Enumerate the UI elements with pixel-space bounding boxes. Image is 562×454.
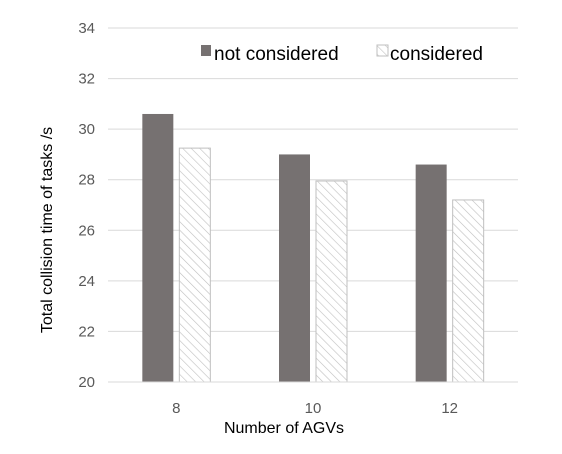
gridlines — [108, 27, 518, 332]
bar-considered-8 — [178, 147, 211, 383]
y-tick-label: 26 — [78, 222, 95, 239]
bars — [142, 113, 485, 383]
bar-not-considered-10 — [279, 154, 310, 382]
x-tick-label: 12 — [441, 400, 458, 417]
legend-swatch-considered — [376, 44, 389, 57]
legend-label-not-considered: not considered — [214, 44, 339, 65]
y-tick-label: 22 — [78, 323, 95, 340]
y-tick-label: 34 — [78, 20, 95, 37]
y-tick-label: 24 — [78, 273, 95, 290]
legend-label-considered: considered — [390, 44, 483, 65]
y-tick-label: 32 — [78, 71, 95, 88]
x-axis-ticks: 8 10 12 — [172, 400, 458, 417]
x-tick-label: 10 — [305, 400, 322, 417]
legend: not considered considered — [201, 44, 483, 65]
y-axis-ticks: 20 22 24 26 28 30 32 34 — [78, 20, 95, 391]
y-axis-title: Total collision time of tasks /s — [39, 127, 56, 333]
bar-considered-10 — [315, 180, 348, 383]
bar-not-considered-8 — [142, 113, 174, 382]
bar-not-considered-12 — [415, 164, 447, 382]
y-tick-label: 30 — [78, 121, 95, 138]
y-tick-label: 28 — [78, 172, 95, 189]
legend-swatch-not-considered — [201, 45, 211, 56]
bar-considered-12 — [452, 199, 485, 383]
x-tick-label: 8 — [172, 400, 180, 417]
y-tick-label: 20 — [78, 374, 95, 391]
x-axis-title: Number of AGVs — [224, 420, 344, 437]
